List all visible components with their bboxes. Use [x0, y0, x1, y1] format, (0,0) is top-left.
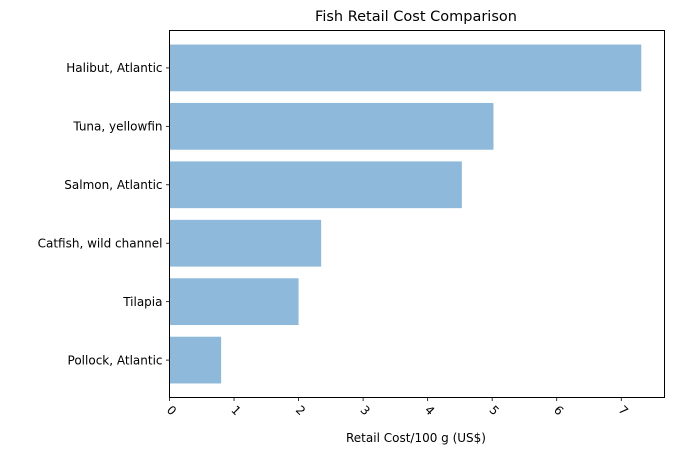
y-tick-label: Tilapia	[122, 295, 162, 309]
y-axis-ticks: Pollock, Atlantic Tilapia Catfish, wild ch…	[38, 61, 170, 367]
bar-catfish-wild-channel	[169, 219, 322, 267]
y-tick-label: Halibut, Atlantic	[66, 61, 162, 75]
x-tick-label: 1	[228, 403, 243, 418]
x-tick-label: 2	[293, 403, 308, 418]
x-axis-ticks: 0 1 2 3 4 5 6 7	[164, 397, 631, 418]
bar-tilapia	[169, 278, 299, 326]
x-tick-label: 0	[164, 403, 179, 418]
bar-pollock-atlantic	[169, 336, 222, 384]
y-tick-label: Tuna, yellowfin	[72, 120, 162, 134]
chart-title: Fish Retail Cost Comparison	[315, 9, 517, 25]
bar-tuna-yellowfin	[169, 102, 494, 150]
bars-group	[169, 44, 642, 384]
x-tick-label: 7	[616, 403, 631, 418]
x-tick-label: 6	[551, 403, 566, 418]
plot-frame	[169, 30, 665, 398]
x-tick-label: 4	[422, 403, 437, 418]
y-tick-label: Pollock, Atlantic	[68, 353, 163, 367]
x-tick-label: 5	[487, 403, 502, 418]
x-axis-label: Retail Cost/100 g (US$)	[346, 431, 486, 445]
x-tick-label: 3	[357, 403, 372, 418]
bar-halibut-atlantic	[169, 44, 642, 92]
bar-salmon-atlantic	[169, 161, 462, 209]
y-tick-label: Salmon, Atlantic	[64, 178, 162, 192]
y-tick-label: Catfish, wild channel	[38, 237, 163, 251]
